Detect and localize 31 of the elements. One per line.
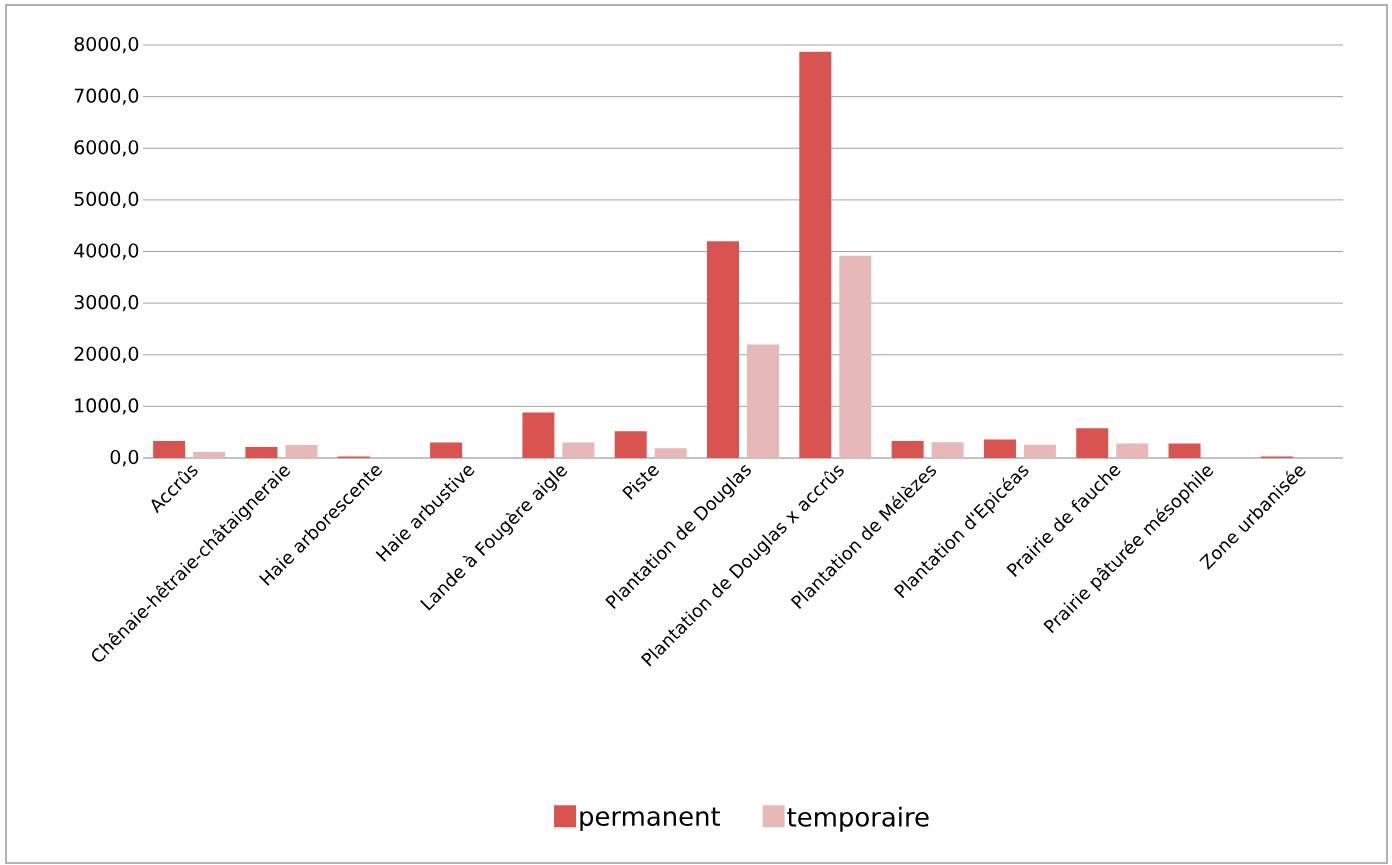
bar [654,448,687,458]
y-tick-label: 1000,0 [75,398,139,415]
bar [839,255,872,458]
y-tick-label: 2000,0 [74,346,139,363]
y-tick-label: 6000,0 [74,140,139,157]
bar [522,412,555,458]
bar [799,51,832,458]
y-tick-label: 5000,0 [74,191,139,209]
bar [245,446,278,458]
legend-label: permanent [580,807,721,832]
y-tick-label: 7000,0 [74,88,139,105]
y-tick-label: 0,0 [110,449,139,467]
bar [285,445,318,458]
bar [430,442,463,458]
bar [1023,444,1056,458]
bar [153,440,186,458]
bar [891,440,924,458]
y-tick-label: 4000,0 [74,243,139,260]
bar [707,241,739,458]
bar [747,344,779,458]
bar [1116,443,1149,458]
y-tick-label: 3000,0 [74,295,139,312]
bar [1076,428,1109,458]
bar [931,442,964,458]
y-tick-label: 8000,0 [74,36,139,54]
legend-label: temporaire [787,806,929,832]
bar [614,431,647,458]
bar [983,439,1016,458]
bar [193,452,226,458]
bar [1168,443,1201,458]
bar [562,442,595,458]
